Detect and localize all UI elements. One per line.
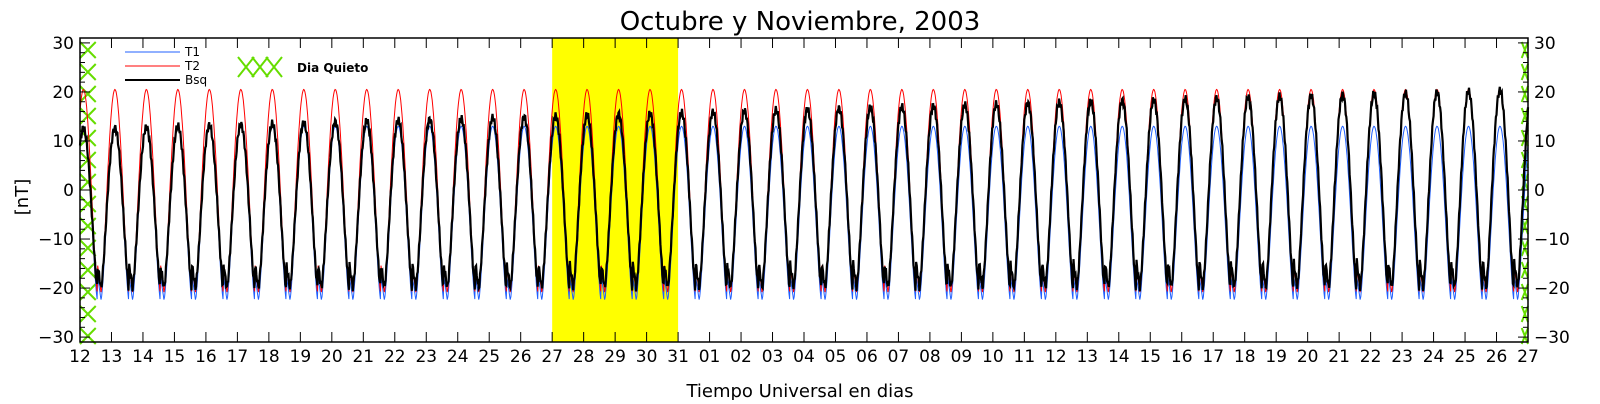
x-tick-label: 16 [1171, 347, 1193, 367]
quiet-day-cross [79, 173, 97, 191]
x-tick-label: 03 [762, 347, 784, 367]
y-tick-label-left: 10 [52, 132, 74, 152]
x-tick-label: 05 [825, 347, 847, 367]
quiet-day-cross [1520, 239, 1529, 257]
x-tick-label: 19 [1265, 347, 1287, 367]
y-tick-label-right: 0 [1534, 181, 1545, 201]
quiet-day-cross [1520, 261, 1529, 279]
x-tick-label: 09 [951, 347, 973, 367]
y-tick-label-right: −20 [1534, 279, 1570, 299]
x-tick-label: 21 [1328, 347, 1350, 367]
x-tick-label: 13 [1076, 347, 1098, 367]
x-tick-label: 15 [1139, 347, 1161, 367]
x-tick-label: 28 [573, 347, 595, 367]
x-tick-label: 06 [856, 347, 878, 367]
quiet-day-cross [79, 85, 97, 103]
x-tick-label: 17 [1202, 347, 1224, 367]
x-tick-label: 30 [636, 347, 658, 367]
legend-quiet-marker [265, 56, 283, 78]
series-line-t1 [79, 125, 1529, 300]
x-tick-label: 22 [1360, 347, 1382, 367]
highlight-layer [552, 38, 679, 342]
x-tick-label: 19 [290, 347, 312, 367]
quiet-day-marker-1 [79, 41, 97, 345]
quiet-day-cross [1520, 305, 1529, 323]
x-tick-label: 25 [1454, 347, 1476, 367]
quiet-day-cross [1520, 41, 1529, 59]
x-tick-label: 18 [258, 347, 280, 367]
quiet-day-cross [79, 261, 97, 279]
y-tick-label-left: −30 [38, 328, 74, 348]
x-axis-label: Tiempo Universal en dias [685, 381, 913, 400]
x-tick-label: 11 [1014, 347, 1036, 367]
y-tick-label-right: 30 [1534, 34, 1556, 54]
x-tick-label: 04 [793, 347, 815, 367]
x-tick-label: 02 [730, 347, 752, 367]
x-tick-label: 23 [415, 347, 437, 367]
legend-label-t1: T1 [184, 45, 200, 59]
x-tick-label: 26 [510, 347, 532, 367]
highlight-band [552, 38, 679, 342]
x-tick-label: 13 [101, 347, 123, 367]
quiet-day-cross [79, 41, 97, 59]
legend-label-bsq: Bsq [185, 73, 207, 87]
x-tick-label: 08 [919, 347, 941, 367]
x-tick-label: 27 [541, 347, 563, 367]
x-tick-label: 29 [604, 347, 626, 367]
x-tick-label: 24 [447, 347, 469, 367]
quiet-day-cross [79, 63, 97, 81]
legend-quiet-marker [251, 56, 269, 78]
legend-quiet-marker [237, 56, 255, 78]
quiet-day-cross [1520, 85, 1529, 103]
y-tick-label-right: −10 [1534, 230, 1570, 250]
x-tick-label: 26 [1486, 347, 1508, 367]
x-tick-label: 27 [1517, 347, 1539, 367]
y-tick-label-left: 30 [52, 34, 74, 54]
x-tick-label: 22 [384, 347, 406, 367]
x-tick-label: 12 [1045, 347, 1067, 367]
x-tick-label: 31 [667, 347, 689, 367]
y-tick-label-right: 10 [1534, 132, 1556, 152]
y-tick-label-left: −10 [38, 230, 74, 250]
x-tick-label: 01 [699, 347, 721, 367]
quiet-day-cross [79, 305, 97, 323]
y-axis-label: [nT] [12, 179, 33, 215]
quiet-day-layer [79, 41, 1529, 345]
x-tick-label: 20 [1297, 347, 1319, 367]
y-tick-label-left: 20 [52, 83, 74, 103]
x-tick-label: 16 [195, 347, 217, 367]
y-tick-label-right: 20 [1534, 83, 1556, 103]
x-tick-label: 10 [982, 347, 1004, 367]
y-tick-label-left: 0 [63, 181, 74, 201]
x-tick-label: 07 [888, 347, 910, 367]
x-tick-label: 18 [1234, 347, 1256, 367]
x-tick-label: 23 [1391, 347, 1413, 367]
x-tick-label: 17 [227, 347, 249, 367]
quiet-day-cross [79, 283, 97, 301]
legend-quiet-label: Dia Quieto [297, 61, 368, 75]
x-tick-label: 25 [478, 347, 500, 367]
x-tick-label: 12 [69, 347, 91, 367]
x-tick-label: 14 [1108, 347, 1130, 367]
y-tick-label-left: −20 [38, 279, 74, 299]
x-tick-label: 15 [164, 347, 186, 367]
series-layer [78, 86, 1530, 300]
series-line-bsq [78, 86, 1530, 292]
x-tick-label: 24 [1423, 347, 1445, 367]
x-tick-label: 21 [352, 347, 374, 367]
y-tick-label-right: −30 [1534, 328, 1570, 348]
x-tick-label: 14 [132, 347, 154, 367]
x-tick-label: 20 [321, 347, 343, 367]
chart-title: Octubre y Noviembre, 2003 [620, 7, 981, 37]
quiet-day-cross [1520, 283, 1529, 301]
legend-label-t2: T2 [184, 59, 200, 73]
